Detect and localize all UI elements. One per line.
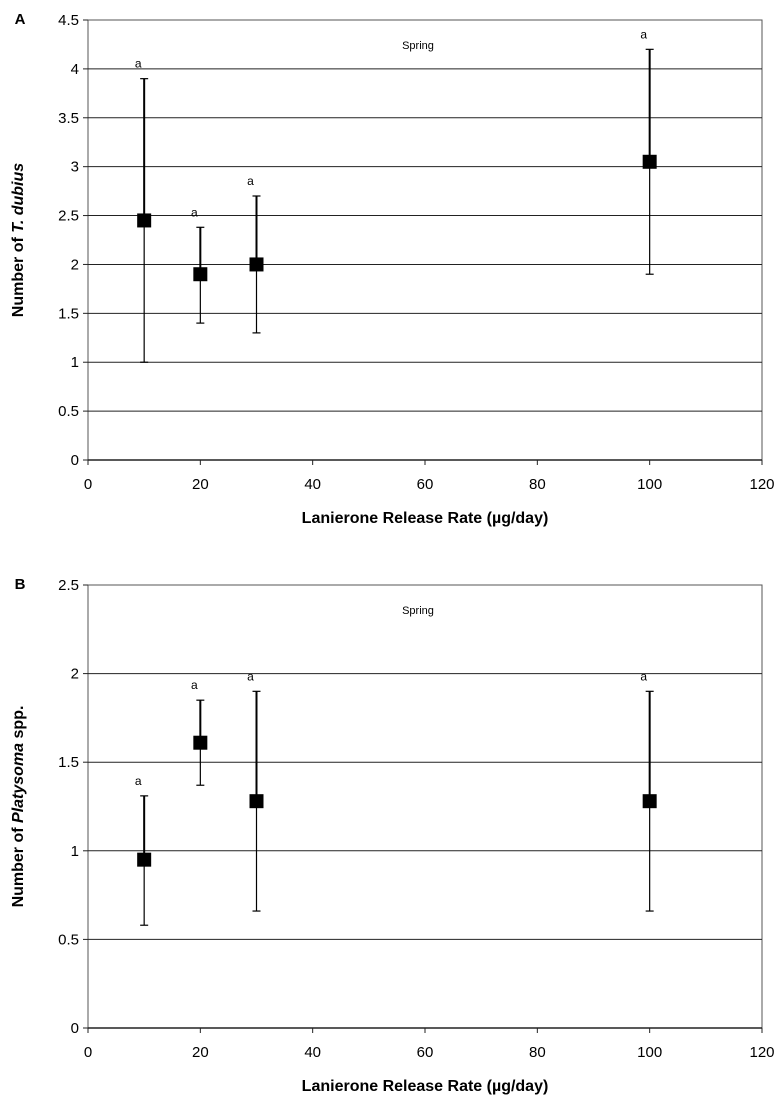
x-tick-label: 120 (749, 1044, 774, 1061)
y-tick-label: 2 (71, 256, 79, 273)
data-point: a (135, 774, 152, 926)
y-axis-title-part: Number of (10, 823, 27, 907)
x-tick-label: 100 (637, 476, 662, 493)
y-tick-label: 0 (71, 452, 79, 469)
panel-letter: A (15, 11, 26, 28)
y-tick-label: 2 (71, 666, 79, 683)
y-axis-title-part: Number of (10, 233, 27, 317)
x-axis-title: Lanierone Release Rate (µg/day) (302, 510, 549, 527)
significance-letter: a (135, 57, 142, 71)
data-marker (642, 154, 657, 169)
y-axis-title-part: T. dubius (10, 163, 27, 233)
plot-frame (87, 584, 763, 1029)
season-annotation: Spring (402, 40, 434, 52)
x-tick-label: 20 (192, 1044, 209, 1061)
y-axis-title-part: spp. (10, 706, 27, 743)
y-tick-label: 2.5 (58, 577, 79, 594)
y-axis-title: Number of Platysoma spp. (10, 706, 27, 908)
chart-panel-a: 0 0.5 1 1.5 2 2.5 3 3.5 4 4.5 0 20 40 60 80 100 120 A Spri… (0, 0, 780, 552)
x-tick-label: 100 (637, 1044, 662, 1061)
y-axis-title-part: Platysoma (10, 743, 27, 823)
chart-b-svg: 0 0.5 1 1.5 2 2.5 0 20 40 60 80 100 120 B Spring Lanier… (10, 576, 775, 1095)
x-tick-label: 40 (304, 476, 321, 493)
data-point: a (640, 669, 657, 912)
x-tick-label: 40 (304, 1044, 321, 1061)
y-tick-label: 1 (71, 354, 79, 371)
x-tick-label: 80 (529, 476, 546, 493)
y-tick-label: 1.5 (58, 754, 79, 771)
x-axis-title: Lanierone Release Rate (µg/day) (302, 1078, 549, 1095)
chart-panel-b: 0 0.5 1 1.5 2 2.5 0 20 40 60 80 100 120 B Spring Lanier… (0, 552, 780, 1104)
data-point: a (247, 174, 264, 334)
significance-letter: a (191, 205, 198, 219)
panel-letter: B (15, 576, 26, 593)
y-tick-label: 3.5 (58, 110, 79, 127)
y-tick-label: 1 (71, 843, 79, 860)
data-point: a (191, 205, 208, 324)
x-tick-label: 0 (84, 476, 92, 493)
significance-letter: a (135, 774, 142, 788)
y-tick-label: 3 (71, 159, 79, 176)
data-marker (193, 267, 208, 282)
y-tick-label: 1.5 (58, 305, 79, 322)
x-tick-label: 60 (417, 476, 434, 493)
significance-letter: a (640, 669, 647, 683)
data-marker (249, 257, 264, 272)
y-axis-title: Number of T. dubius (10, 163, 27, 317)
y-tick-label: 4.5 (58, 12, 79, 29)
x-tick-label: 120 (749, 476, 774, 493)
significance-letter: a (191, 678, 198, 692)
x-tick-label: 0 (84, 1044, 92, 1061)
significance-letter: a (247, 669, 254, 683)
data-marker (193, 735, 208, 750)
data-marker (249, 794, 264, 809)
data-point: a (135, 57, 152, 363)
y-tick-label: 2.5 (58, 208, 79, 225)
significance-letter: a (247, 174, 254, 188)
y-tick-label: 0.5 (58, 403, 79, 420)
data-marker (137, 213, 152, 228)
y-tick-label: 4 (71, 61, 79, 78)
x-tick-label: 80 (529, 1044, 546, 1061)
season-annotation: Spring (402, 605, 434, 617)
x-tick-label: 20 (192, 476, 209, 493)
data-marker (137, 852, 152, 867)
data-point: a (640, 27, 657, 275)
x-tick-label: 60 (417, 1044, 434, 1061)
chart-a-svg: 0 0.5 1 1.5 2 2.5 3 3.5 4 4.5 0 20 40 60 80 100 120 A Spri… (10, 11, 775, 527)
y-tick-label: 0.5 (58, 931, 79, 948)
y-tick-label: 0 (71, 1020, 79, 1037)
data-marker (642, 794, 657, 809)
significance-letter: a (640, 27, 647, 41)
plot-frame (87, 19, 763, 461)
data-point: a (247, 669, 264, 912)
data-point: a (191, 678, 208, 786)
